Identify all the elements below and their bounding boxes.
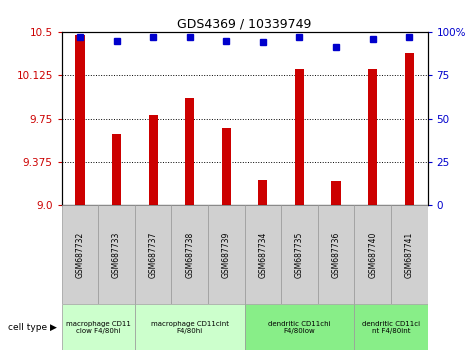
Bar: [135, 205, 171, 304]
Bar: [354, 304, 428, 350]
Text: cell type ▶: cell type ▶: [8, 323, 57, 332]
Text: macrophage CD11cint
F4/80hi: macrophage CD11cint F4/80hi: [151, 321, 229, 334]
Text: macrophage CD11
clow F4/80hi: macrophage CD11 clow F4/80hi: [66, 321, 131, 334]
Text: dendritic CD11chi
F4/80low: dendritic CD11chi F4/80low: [268, 321, 331, 334]
Text: GSM687741: GSM687741: [405, 232, 414, 278]
Bar: [185, 98, 194, 205]
Bar: [354, 205, 391, 304]
Bar: [295, 69, 304, 205]
Bar: [171, 205, 208, 304]
Text: GSM687732: GSM687732: [76, 232, 85, 278]
Text: GSM687736: GSM687736: [332, 232, 341, 278]
Text: GSM687740: GSM687740: [368, 232, 377, 278]
Text: GSM687739: GSM687739: [222, 232, 231, 278]
Text: GSM687738: GSM687738: [185, 232, 194, 278]
Text: GSM687735: GSM687735: [295, 232, 304, 278]
Text: GSM687734: GSM687734: [258, 232, 267, 278]
Bar: [62, 205, 98, 304]
Bar: [245, 205, 281, 304]
Bar: [222, 128, 231, 205]
Bar: [245, 304, 354, 350]
Bar: [368, 69, 377, 205]
Bar: [318, 205, 354, 304]
Bar: [98, 205, 135, 304]
Bar: [62, 304, 135, 350]
Bar: [281, 205, 318, 304]
Text: GSM687737: GSM687737: [149, 232, 158, 278]
Bar: [258, 180, 267, 205]
Bar: [149, 115, 158, 205]
Text: GSM687733: GSM687733: [112, 232, 121, 278]
Bar: [76, 35, 85, 205]
Bar: [135, 304, 245, 350]
Text: dendritic CD11ci
nt F4/80int: dendritic CD11ci nt F4/80int: [362, 321, 420, 334]
Bar: [112, 133, 121, 205]
Bar: [208, 205, 245, 304]
Bar: [332, 181, 341, 205]
Bar: [405, 53, 414, 205]
Title: GDS4369 / 10339749: GDS4369 / 10339749: [178, 18, 312, 31]
Bar: [391, 205, 428, 304]
